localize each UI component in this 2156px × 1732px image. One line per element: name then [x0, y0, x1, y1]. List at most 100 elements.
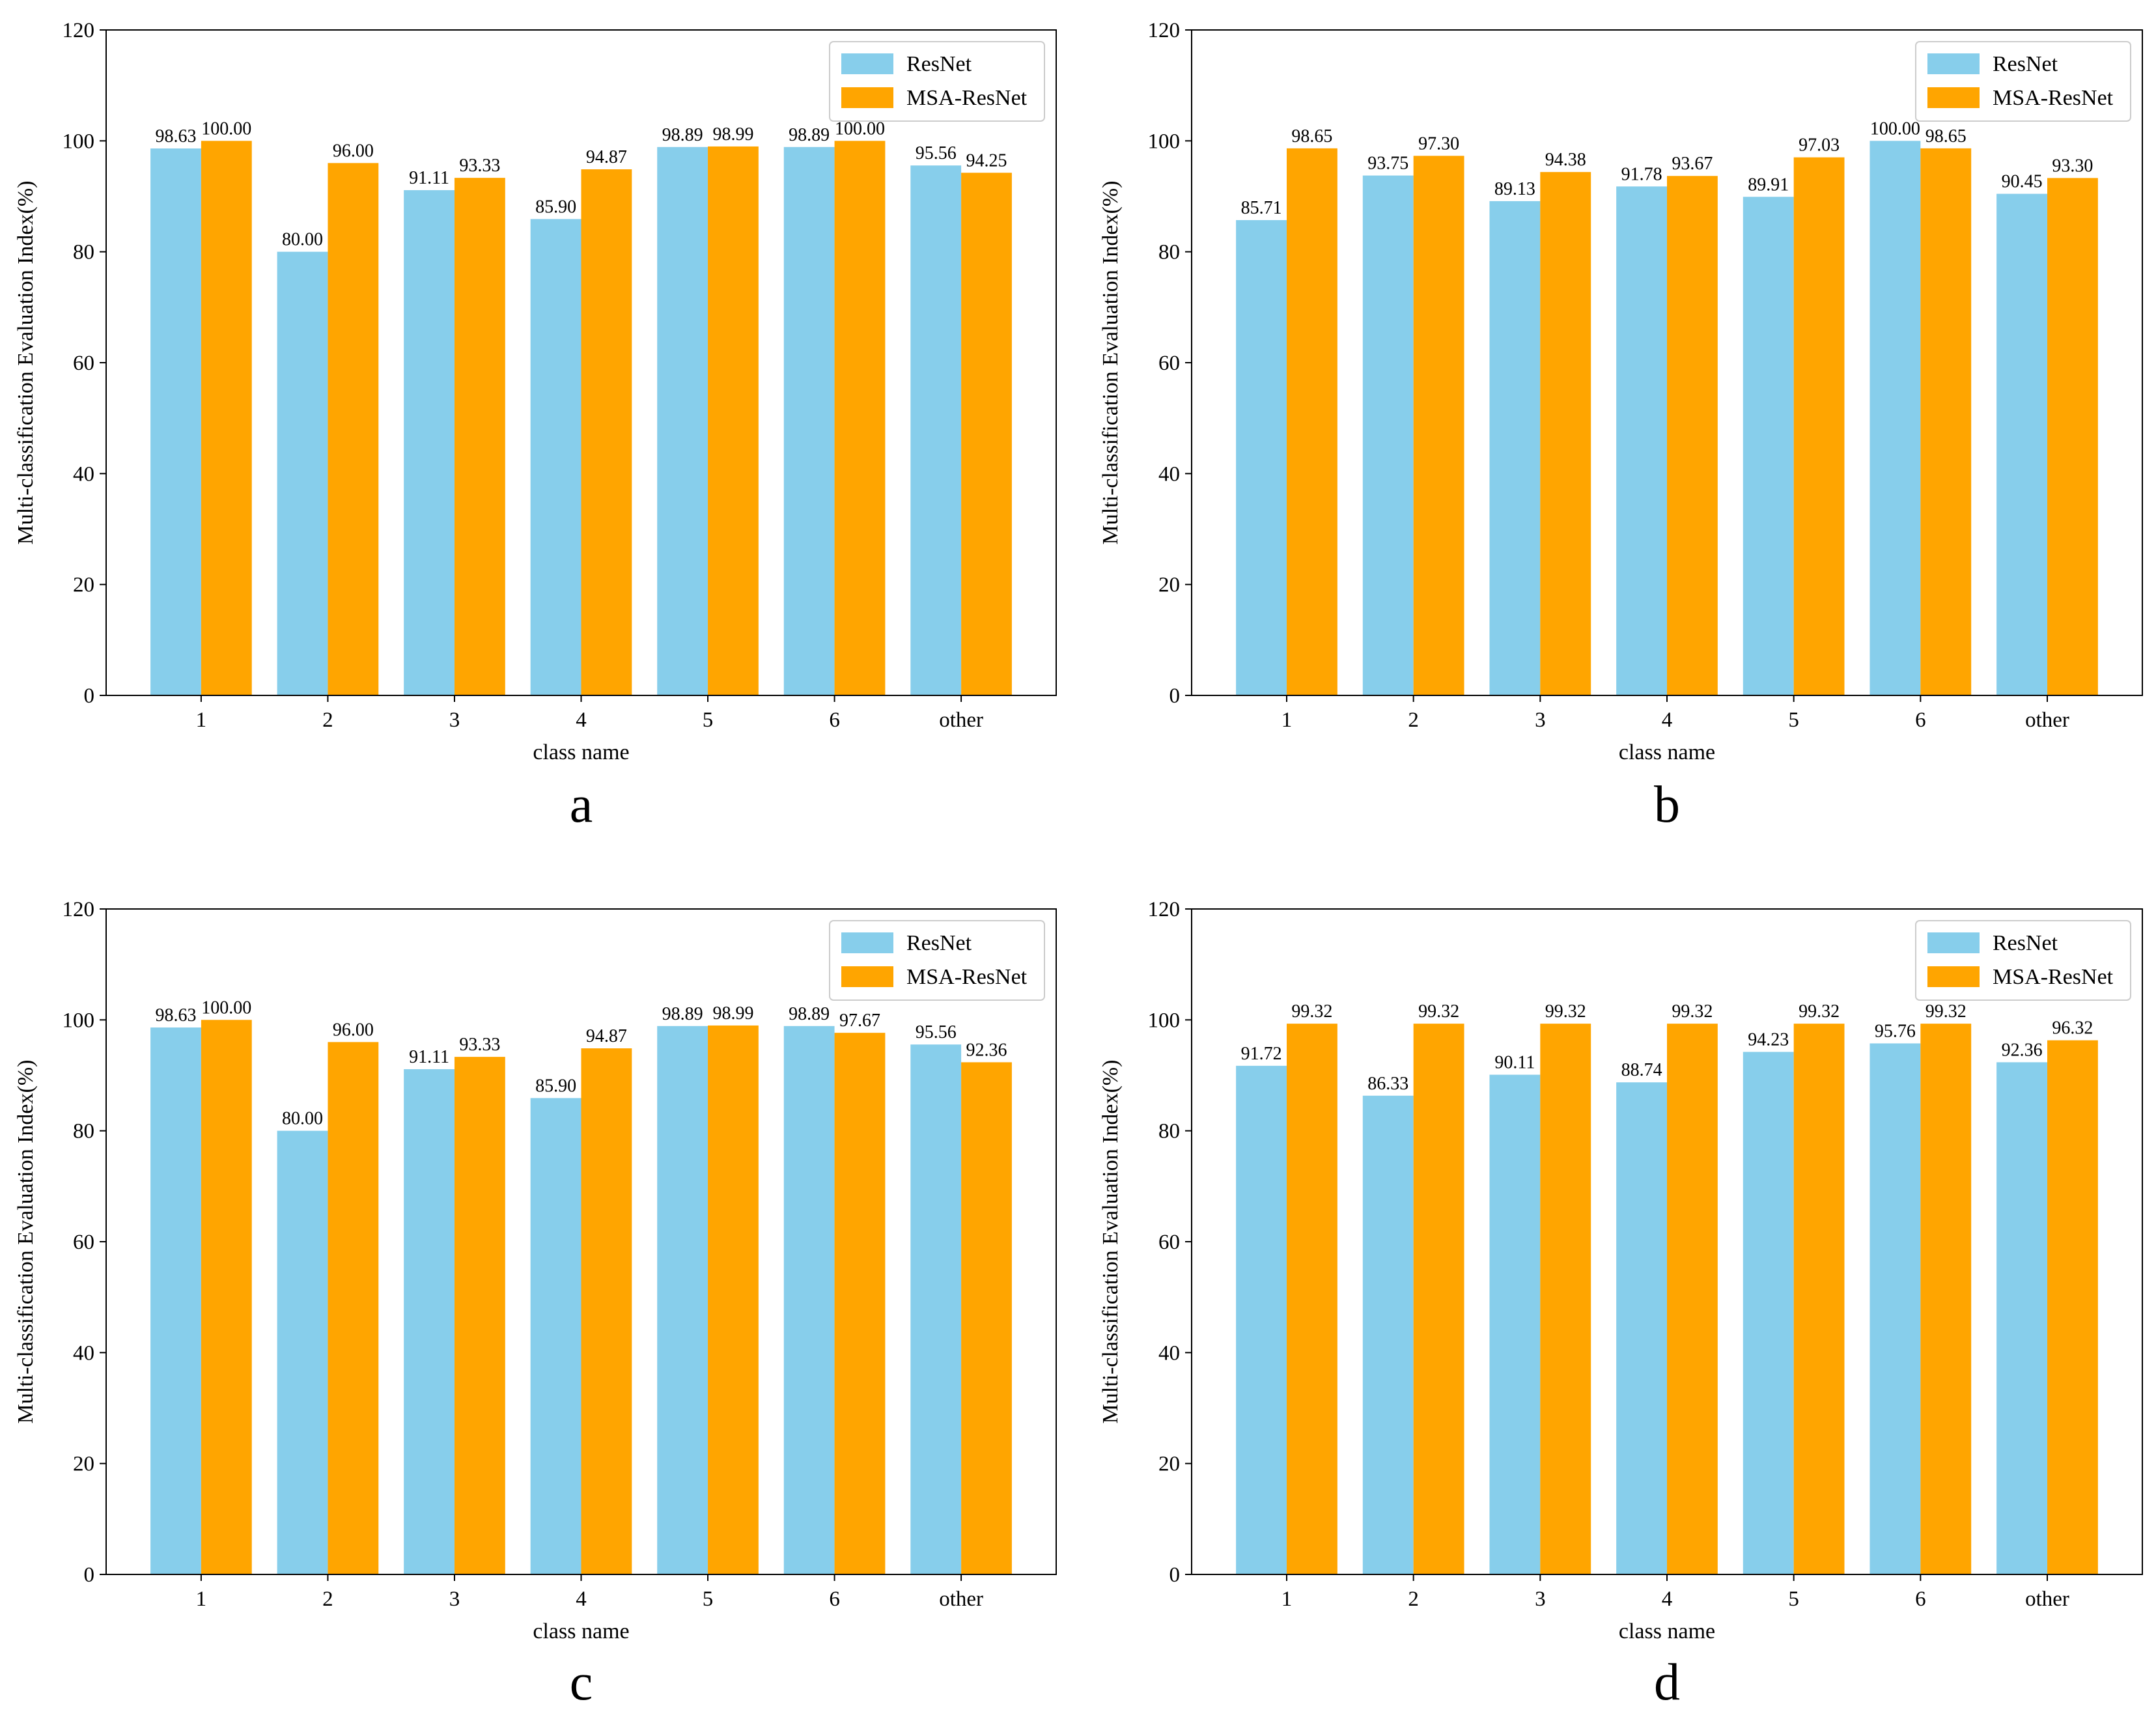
y-tick-label: 80 — [1158, 1120, 1180, 1143]
bar-value-label: 95.76 — [1875, 1021, 1916, 1041]
bar-resnet-5 — [1743, 197, 1794, 696]
y-tick-label: 100 — [63, 1009, 95, 1032]
y-tick-label: 20 — [1158, 1453, 1180, 1476]
y-tick-label: 0 — [84, 684, 95, 708]
y-tick-label: 0 — [84, 1563, 95, 1587]
x-tick-label: 4 — [576, 708, 587, 732]
x-tick-label: 1 — [1281, 708, 1293, 732]
bar-value-label: 94.23 — [1748, 1029, 1789, 1050]
bar-value-label: 91.72 — [1241, 1044, 1282, 1064]
x-tick-label: 2 — [1408, 1587, 1419, 1611]
bar-value-label: 98.89 — [662, 1004, 703, 1024]
y-tick-label: 60 — [1158, 352, 1180, 375]
x-tick-label: 3 — [1535, 708, 1546, 732]
x-tick-label: 5 — [703, 1587, 714, 1611]
x-tick-label: other — [2025, 708, 2069, 732]
bar-value-label: 99.32 — [1545, 1001, 1586, 1022]
bar-value-label: 93.30 — [2052, 156, 2093, 176]
bar-value-label: 93.33 — [459, 1035, 500, 1055]
x-axis-label: class name — [533, 1619, 629, 1643]
y-tick-label: 40 — [73, 462, 94, 486]
bar-msa-resnet-1 — [1287, 148, 1337, 696]
bar-msa-resnet-2 — [328, 1042, 379, 1574]
bar-value-label: 94.87 — [586, 1026, 627, 1046]
bar-resnet-1 — [150, 148, 201, 695]
y-tick-label: 0 — [1169, 1563, 1181, 1587]
bar-resnet-6 — [1869, 141, 1921, 696]
x-tick-label: 3 — [449, 1587, 460, 1611]
bar-value-label: 80.00 — [282, 230, 323, 250]
bar-msa-resnet-5 — [708, 146, 759, 695]
bar-value-label: 86.33 — [1367, 1074, 1408, 1094]
y-tick-label: 80 — [73, 241, 94, 264]
bar-msa-resnet-other — [961, 173, 1012, 695]
y-tick-label: 20 — [73, 574, 94, 597]
y-tick-label: 120 — [1148, 19, 1181, 42]
bar-value-label: 99.32 — [1418, 1001, 1459, 1022]
bar-value-label: 98.89 — [789, 125, 830, 145]
x-tick-label: 3 — [1535, 1587, 1546, 1611]
x-tick-label: 2 — [322, 708, 333, 732]
legend-label: ResNet — [1993, 52, 2058, 76]
x-tick-label: 6 — [1915, 1587, 1926, 1611]
y-tick-label: 20 — [73, 1453, 94, 1476]
bar-value-label: 98.99 — [712, 1003, 753, 1024]
bar-msa-resnet-4 — [1667, 1024, 1718, 1574]
bar-value-label: 88.74 — [1621, 1060, 1662, 1080]
bar-resnet-other — [1996, 193, 2047, 696]
bar-resnet-other — [1996, 1062, 2047, 1574]
bar-value-label: 100.00 — [1870, 119, 1920, 139]
bar-value-label: 97.03 — [1799, 135, 1840, 156]
bar-msa-resnet-5 — [1793, 1024, 1845, 1574]
bar-resnet-3 — [404, 190, 455, 695]
bar-msa-resnet-4 — [1667, 176, 1718, 695]
legend-label: ResNet — [906, 931, 972, 955]
bar-resnet-3 — [1489, 1074, 1541, 1574]
bar-value-label: 99.32 — [1291, 1001, 1332, 1022]
bar-value-label: 95.56 — [916, 143, 957, 163]
x-tick-label: other — [2025, 1587, 2069, 1611]
bar-value-label: 92.36 — [966, 1040, 1007, 1060]
bar-value-label: 90.11 — [1494, 1053, 1535, 1073]
bar-msa-resnet-other — [2047, 178, 2098, 695]
bar-resnet-5 — [657, 147, 708, 695]
panel-letter: b — [1654, 776, 1680, 833]
bar-value-label: 98.63 — [155, 126, 196, 147]
bar-value-label: 98.89 — [662, 125, 703, 145]
bar-resnet-6 — [783, 147, 835, 695]
bar-value-label: 96.00 — [333, 1020, 374, 1040]
bar-msa-resnet-2 — [1413, 156, 1464, 695]
bar-resnet-5 — [1743, 1052, 1794, 1574]
y-axis-label: Multi-classification Evaluation Index(%) — [14, 1060, 38, 1424]
chart-panel-b: 85.71 93.75 89.13 91.78 89.91 100.00 90.45 98.6… — [1099, 19, 2143, 833]
x-tick-label: 1 — [1281, 1587, 1293, 1611]
y-tick-label: 80 — [73, 1120, 94, 1143]
bar-msa-resnet-6 — [834, 1033, 886, 1574]
bar-value-label: 94.25 — [966, 150, 1007, 171]
bar-msa-resnet-1 — [201, 141, 252, 696]
y-tick-label: 0 — [1169, 684, 1181, 708]
bar-value-label: 97.67 — [839, 1011, 880, 1031]
x-tick-label: 2 — [1408, 708, 1419, 732]
legend-swatch-resnet — [1927, 932, 1980, 953]
legend-swatch-resnet — [1927, 53, 1980, 74]
bar-value-label: 97.30 — [1418, 133, 1459, 154]
bar-resnet-3 — [1489, 201, 1541, 695]
bar-value-label: 98.65 — [1291, 126, 1332, 147]
bar-value-label: 99.32 — [1672, 1001, 1713, 1022]
bar-resnet-4 — [530, 1098, 581, 1574]
bar-resnet-4 — [1616, 186, 1667, 695]
x-tick-label: 2 — [322, 1587, 333, 1611]
bar-msa-resnet-6 — [834, 141, 886, 696]
bar-value-label: 91.11 — [409, 168, 449, 188]
y-tick-label: 60 — [73, 1231, 94, 1254]
bar-value-label: 100.00 — [201, 119, 251, 139]
bar-msa-resnet-4 — [581, 1048, 632, 1574]
legend-swatch-resnet — [841, 53, 893, 74]
y-tick-label: 100 — [1148, 1009, 1181, 1032]
x-tick-label: 5 — [1788, 708, 1799, 732]
y-axis-label: Multi-classification Evaluation Index(%) — [1099, 181, 1123, 545]
bar-value-label: 98.89 — [789, 1004, 830, 1024]
bar-msa-resnet-3 — [454, 1057, 505, 1574]
